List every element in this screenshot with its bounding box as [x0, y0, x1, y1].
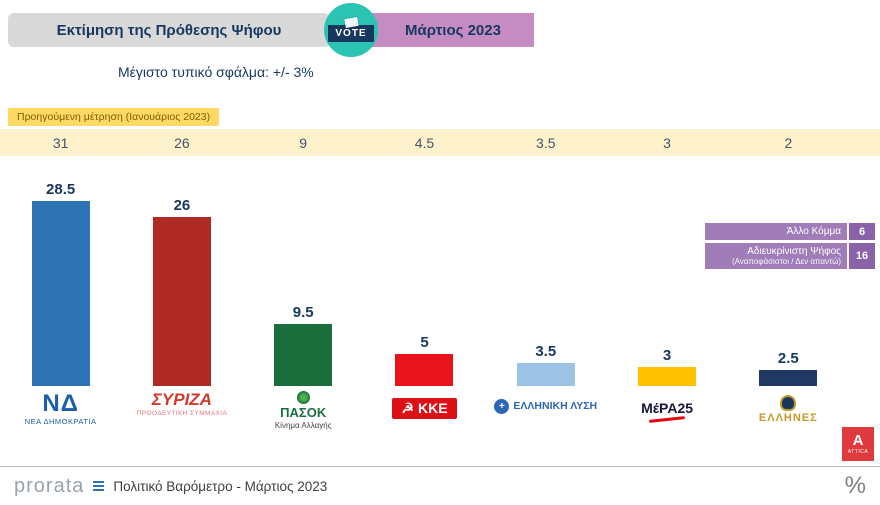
prorata-brand: prorata	[14, 474, 85, 497]
bar-elliniki-lysi	[516, 363, 575, 386]
bar-pasok	[274, 324, 333, 386]
header: Εκτίμηση της Πρόθεσης Ψήφου VOTE Μάρτιος…	[8, 3, 880, 57]
previous-value: 2	[784, 134, 793, 151]
undecided-sublabel: (Αναποφάσιστοι / Δεν απαντώ)	[731, 257, 841, 266]
previous-value: 26	[174, 134, 190, 151]
bar-column-syriza: 26	[121, 156, 242, 386]
previous-value: 9	[299, 134, 308, 151]
party-logo-nea-dimokratia: ΝΔ ΝΕΑ ΔΗΜΟΚΡΑΤΙΑ	[24, 390, 97, 427]
previous-value: 4.5	[414, 134, 435, 151]
pasok-sun-icon	[296, 391, 310, 404]
other-party-row: Άλλο Κόμμα 6	[705, 223, 875, 240]
other-party-value: 6	[849, 223, 875, 240]
bar-ellines	[759, 369, 818, 386]
percent-symbol: %	[844, 472, 866, 499]
party-logo-elliniki-lysi: + ΕΛΛΗΝΙΚΗ ΛΥΣΗ	[485, 386, 606, 450]
bar-column-nea-dimokratia: 28.5	[0, 156, 121, 386]
page-title: Εκτίμηση της Πρόθεσης Ψήφου	[8, 13, 330, 47]
party-logo-kke: ☭ ΚΚΕ	[364, 386, 485, 450]
previous-value: 3	[663, 134, 671, 151]
bar-value-label: 3	[662, 346, 672, 364]
bar-value-label: 9.5	[292, 304, 314, 322]
undecided-value: 16	[849, 243, 875, 269]
helmet-icon	[780, 395, 797, 411]
bar-value-label: 28.5	[46, 180, 76, 198]
previous-value: 3.5	[536, 134, 556, 151]
compass-icon: +	[494, 399, 510, 414]
other-party-label: Άλλο Κόμμα	[705, 223, 847, 240]
vote-icon: VOTE	[324, 3, 378, 57]
bar-column-mera25: 3	[606, 156, 727, 386]
bar-column-pasok: 9.5	[243, 156, 364, 386]
bar-value-label: 2.5	[777, 349, 799, 367]
period-label: Μάρτιος 2023	[372, 13, 534, 47]
previous-values-strip: 31 26 9 4.5 3.5 3 2	[0, 129, 880, 156]
attica-logo: A ATTICA	[842, 427, 874, 461]
bar-column-ellines: 2.5	[728, 156, 849, 386]
bar-value-label: 26	[173, 197, 191, 214]
previous-value: 31	[52, 134, 69, 151]
side-panel: Άλλο Κόμμα 6 Αδιευκρίνιστη Ψήφος (Αναποφ…	[705, 223, 875, 269]
bar-chart: 28.5 26 9.5 5 3.5 3 2.5	[0, 156, 880, 386]
bar-column-kke: 5	[364, 156, 485, 386]
mera25-swoosh-icon	[649, 415, 686, 423]
party-logo-ellines: ΕΛΛΗΝΕΣ	[728, 386, 849, 450]
previous-measurement-label: Προηγούμενη μέτρηση (Ιανουάριος 2023)	[8, 108, 220, 126]
bar-nea-dimokratia	[31, 200, 90, 386]
footer-title: Πολιτικό Βαρόμετρο - Μάρτιος 2023	[113, 478, 328, 494]
bar-mera25	[638, 366, 697, 386]
hammer-sickle-icon: ☭	[401, 400, 414, 416]
party-logo-pasok: ΠΑΣΟΚ Κίνημα Αλλαγής	[243, 386, 364, 450]
bar-column-elliniki-lysi: 3.5	[485, 156, 606, 386]
party-logos-row: ΝΔ ΝΕΑ ΔΗΜΟΚΡΑΤΙΑ ΣΥΡΙΖΑ ΠΡΟΟΔΕΥΤΙΚΗ ΣΥΜ…	[0, 386, 849, 450]
vote-box-label: VOTE	[328, 25, 374, 42]
bar-value-label: 3.5	[535, 343, 557, 361]
bar-kke	[395, 353, 454, 386]
party-logo-syriza: ΣΥΡΙΖΑ ΠΡΟΟΔΕΥΤΙΚΗ ΣΥΜΜΑΧΙΑ	[136, 390, 228, 417]
undecided-label: Αδιευκρίνιστη Ψήφος (Αναποφάσιστοι / Δεν…	[705, 243, 847, 269]
footer: prorata Πολιτικό Βαρόμετρο - Μάρτιος 202…	[0, 466, 880, 505]
error-note: Μέγιστο τυπικό σφάλμα: +/- 3%	[118, 64, 314, 80]
bar-value-label: 5	[420, 333, 429, 351]
party-logo-mera25: ΜέΡΑ25	[606, 386, 727, 450]
bar-syriza	[152, 217, 211, 386]
prorata-logo-icon	[93, 481, 105, 491]
undecided-row: Αδιευκρίνιστη Ψήφος (Αναποφάσιστοι / Δεν…	[705, 243, 875, 269]
